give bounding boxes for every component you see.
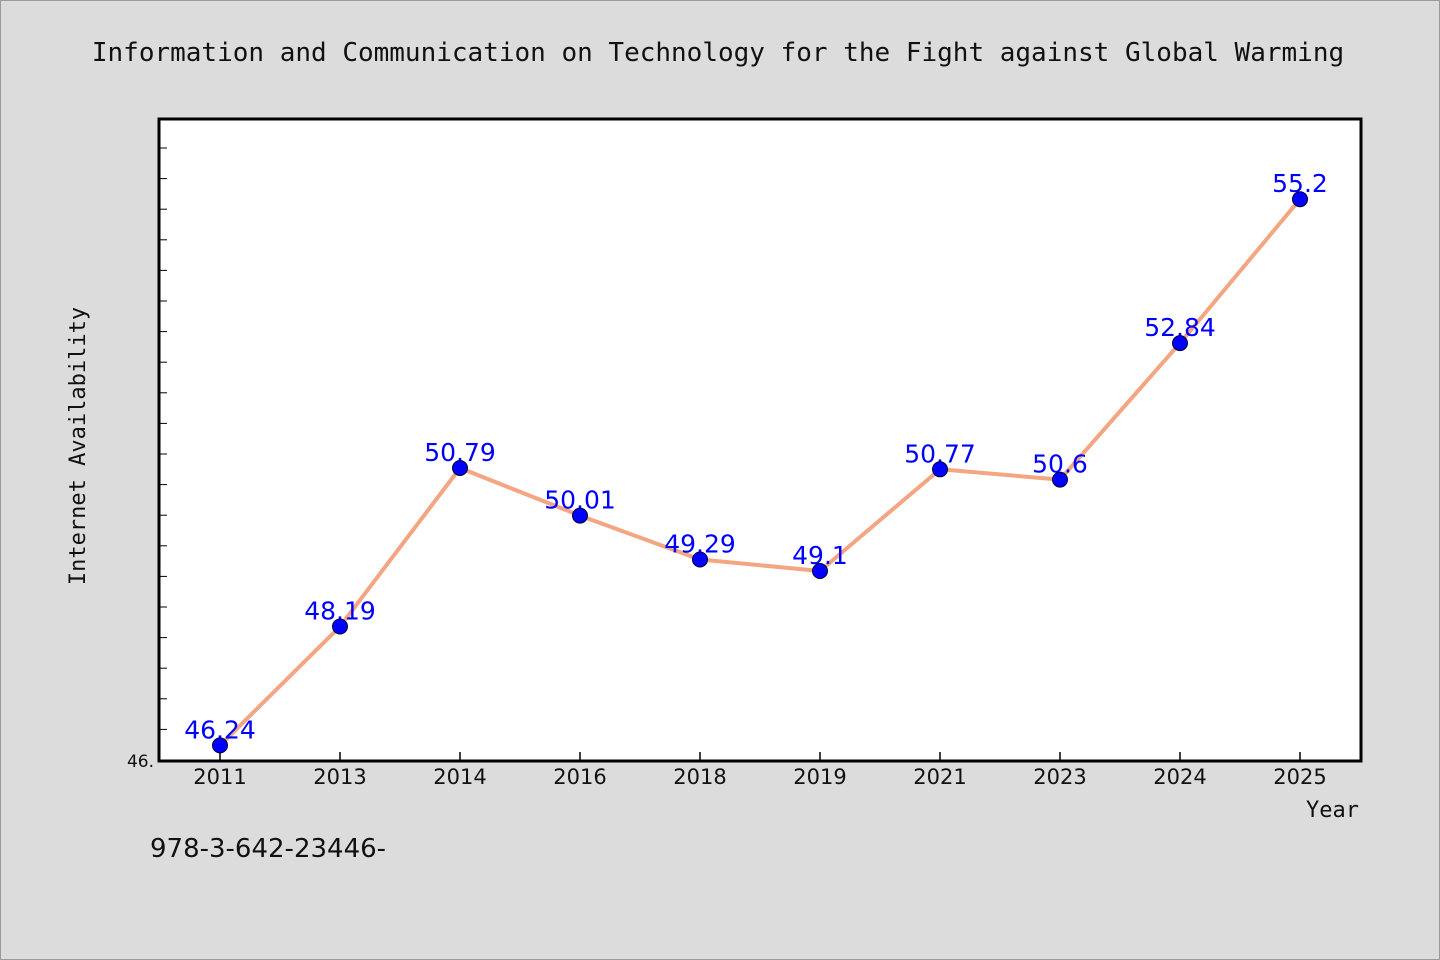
data-point bbox=[692, 551, 708, 568]
data-point bbox=[812, 563, 828, 579]
isbn-note: 978-3-642-23446- bbox=[150, 834, 387, 864]
x-tick-label: 2011 bbox=[193, 765, 246, 789]
x-tick-label: 2013 bbox=[313, 765, 366, 789]
x-tick-label: 2021 bbox=[913, 765, 966, 789]
data-point bbox=[332, 618, 348, 635]
x-tick-label: 2023 bbox=[1033, 765, 1086, 789]
chart-title: Information and Communication on Technol… bbox=[92, 38, 1344, 68]
x-axis: 2011 2013 2014 2016 2018 2019 2021 2023 2024 2025 bbox=[193, 752, 1327, 789]
x-tick-label: 2018 bbox=[673, 765, 726, 789]
data-point bbox=[1052, 471, 1068, 488]
x-tick-label: 2019 bbox=[793, 765, 846, 789]
x-axis-label: Year bbox=[1306, 798, 1359, 823]
data-point bbox=[932, 461, 948, 478]
x-tick-label: 2016 bbox=[553, 765, 606, 789]
series-line bbox=[218, 197, 1302, 748]
y-axis-ticks bbox=[160, 147, 167, 761]
data-point bbox=[572, 507, 588, 524]
y-axis-label: Internet Availability bbox=[66, 307, 91, 585]
x-tick-label: 2024 bbox=[1153, 765, 1206, 789]
x-tick-label: 2014 bbox=[433, 765, 486, 789]
data-point bbox=[212, 737, 228, 754]
data-point bbox=[1292, 191, 1308, 208]
data-point bbox=[452, 460, 468, 476]
plot-area bbox=[157, 117, 1363, 763]
y-tick-label: 46. bbox=[127, 752, 154, 772]
x-tick-label: 2025 bbox=[1273, 765, 1326, 789]
data-point bbox=[1172, 335, 1188, 352]
